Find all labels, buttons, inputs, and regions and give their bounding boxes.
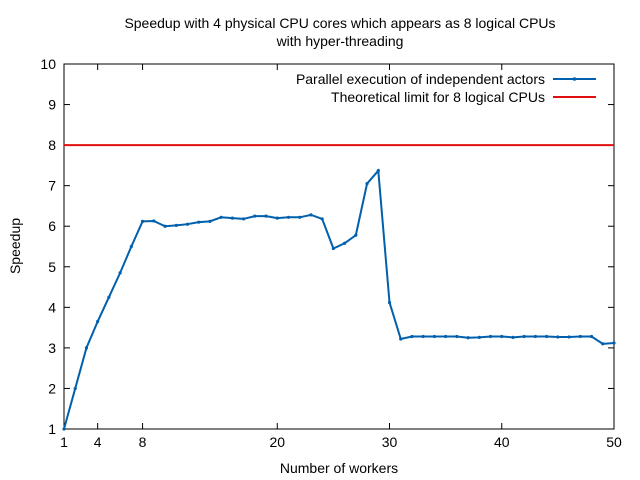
chart-title-line2: with hyper-threading: [276, 33, 404, 49]
data-point: [331, 246, 335, 251]
data-point: [354, 233, 358, 237]
axis-ticks: 1 4 8 20 30 40 50 1 2 3 4 5 6 7 8 9 10: [40, 56, 622, 450]
data-point: [567, 335, 571, 339]
data-point: [253, 214, 257, 218]
chart-title-line1: Speedup with 4 physical CPU cores which …: [124, 15, 555, 31]
data-point: [208, 219, 212, 223]
y-tick-label: 10: [40, 56, 56, 72]
data-point: [140, 219, 145, 223]
x-axis-label: Number of workers: [280, 460, 398, 476]
data-point: [488, 334, 493, 339]
data-point: [533, 334, 538, 339]
data-point: [444, 334, 448, 339]
data-point: [152, 219, 156, 223]
data-point: [511, 335, 515, 339]
data-point: [477, 335, 481, 339]
data-point: [601, 342, 605, 346]
y-tick-label: 2: [48, 380, 56, 396]
data-point: [107, 295, 111, 299]
data-point: [387, 300, 392, 305]
data-point: [455, 334, 459, 339]
data-point: [264, 214, 268, 218]
data-point: [589, 334, 594, 339]
data-point: [96, 319, 100, 324]
x-tick-label: 40: [494, 434, 510, 450]
data-point: [84, 346, 89, 350]
data-point: [320, 217, 324, 221]
x-tick-label: 1: [60, 434, 68, 450]
data-point: [118, 271, 122, 275]
data-point: [62, 427, 66, 431]
data-point: [309, 213, 313, 217]
data-point: [410, 334, 414, 339]
legend-label-1: Parallel execution of independent actors: [296, 71, 545, 87]
data-point: [230, 216, 234, 220]
data-point: [241, 217, 246, 221]
x-tick-label: 20: [269, 434, 285, 450]
legend-marker: [572, 77, 577, 81]
data-point: [432, 334, 437, 339]
data-point: [365, 182, 369, 186]
data-point: [185, 222, 190, 226]
x-tick-label: 30: [382, 434, 398, 450]
y-tick-label: 3: [48, 340, 56, 356]
plot-area-frame: [63, 63, 615, 430]
y-tick-label: 1: [48, 421, 56, 437]
data-point: [612, 341, 616, 345]
x-tick-label: 50: [606, 434, 622, 450]
data-point: [298, 215, 302, 219]
data-point: [578, 334, 582, 339]
y-tick-label: 7: [48, 178, 56, 194]
data-point: [163, 224, 167, 228]
data-point: [343, 241, 347, 245]
data-point: [275, 216, 279, 220]
y-tick-label: 4: [48, 299, 56, 315]
data-point: [522, 334, 526, 339]
series-layer: [62, 144, 616, 431]
data-point: [500, 334, 504, 339]
data-point: [73, 386, 77, 391]
series-line-1: [63, 168, 615, 430]
data-point: [129, 244, 133, 249]
data-point: [174, 223, 178, 228]
x-tick-label: 8: [139, 434, 147, 450]
legend: Parallel execution of independent actors…: [296, 71, 596, 105]
x-tick-label: 4: [94, 434, 102, 450]
y-tick-label: 8: [48, 137, 56, 153]
y-tick-label: 6: [48, 218, 56, 234]
y-tick-label: 5: [48, 259, 56, 275]
data-point: [219, 215, 223, 219]
data-point: [197, 220, 201, 224]
data-point: [421, 334, 425, 339]
data-point: [545, 334, 549, 339]
data-point: [376, 169, 380, 173]
y-axis-label: Speedup: [7, 218, 23, 274]
data-point: [399, 337, 403, 341]
data-point: [556, 335, 560, 339]
data-point: [466, 336, 470, 340]
legend-label-2: Theoretical limit for 8 logical CPUs: [331, 89, 545, 105]
data-point: [286, 215, 291, 219]
y-tick-label: 9: [48, 97, 56, 113]
